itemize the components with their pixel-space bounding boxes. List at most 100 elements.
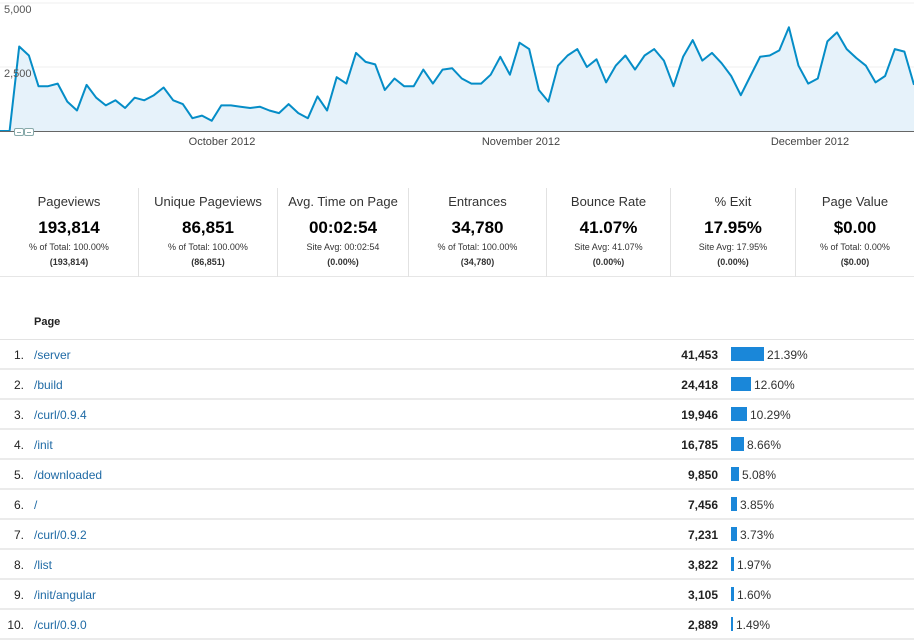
metric-subtext-total: (193,814) xyxy=(49,257,89,267)
annotation-icon[interactable] xyxy=(14,128,24,136)
page-link[interactable]: /init/angular xyxy=(34,588,97,602)
percent-value: 1.60% xyxy=(737,588,772,602)
chart-plot[interactable] xyxy=(0,0,914,155)
table-row: 1. /server 41,453 21.39% xyxy=(0,340,914,370)
metric-subtext: % of Total: 100.00% xyxy=(437,242,518,252)
annotation-icon[interactable] xyxy=(24,128,34,136)
percent-bar xyxy=(731,407,747,421)
percent-bar xyxy=(731,377,751,391)
metric-subtext: Site Avg: 17.95% xyxy=(698,242,768,252)
metric-value: 41.07% xyxy=(579,218,638,237)
pageviews-value: 3,105 xyxy=(687,588,718,602)
table-body: 1. /server 41,453 21.39% 2. /build 24,418 12.60… xyxy=(0,340,914,640)
page-link[interactable]: /init xyxy=(34,438,53,452)
y-axis-label-mid: 2,500 xyxy=(4,68,32,80)
y-axis-label-top: 5,000 xyxy=(4,4,32,16)
table-row: 6. / 7,456 3.85% xyxy=(0,490,914,520)
page-link[interactable]: /curl/0.9.4 xyxy=(34,408,87,422)
percent-value: 1.49% xyxy=(736,618,771,632)
table-row: 10. /curl/0.9.0 2,889 1.49% xyxy=(0,610,914,640)
metric-subtext-total: ($0.00) xyxy=(840,257,870,267)
metric-title: Page Value xyxy=(821,194,889,209)
row-index: 1. xyxy=(13,348,24,362)
row-index: 5. xyxy=(13,468,24,482)
metric-bounce-rate[interactable]: Bounce Rate 41.07% Site Avg: 41.07% (0.0… xyxy=(546,188,670,277)
metric-pageviews[interactable]: Pageviews 193,814 % of Total: 100.00% (1… xyxy=(0,188,138,277)
percent-bar xyxy=(731,617,733,631)
metric-subtext-total: (34,780) xyxy=(460,257,495,267)
percent-value: 8.66% xyxy=(747,438,782,452)
percent-bar xyxy=(731,347,764,361)
page-link[interactable]: /list xyxy=(34,558,52,572)
percent-value: 5.08% xyxy=(742,468,777,482)
x-axis-label-october: October 2012 xyxy=(188,136,256,148)
page-link[interactable]: /server xyxy=(34,348,71,362)
percent-bar xyxy=(731,497,737,511)
column-header-page[interactable]: Page xyxy=(34,316,61,328)
metric-value: 00:02:54 xyxy=(308,218,378,237)
metric-title: % Exit xyxy=(714,194,752,209)
metric-exit-percent[interactable]: % Exit 17.95% Site Avg: 17.95% (0.00%) xyxy=(670,188,795,277)
metric-value: 34,780 xyxy=(451,218,504,237)
table-row: 8. /list 3,822 1.97% xyxy=(0,550,914,580)
metric-title: Entrances xyxy=(448,194,507,209)
metric-value: 86,851 xyxy=(182,218,234,237)
metric-value: 193,814 xyxy=(38,218,100,237)
row-index: 4. xyxy=(13,438,24,452)
x-axis-label-november: November 2012 xyxy=(481,136,561,148)
pageviews-value: 24,418 xyxy=(681,378,718,392)
pages-table: Page 1. /server 41,453 21.39% 2. /build 24,418… xyxy=(0,310,914,640)
metric-value: $0.00 xyxy=(833,218,877,237)
row-index: 2. xyxy=(13,378,24,392)
page-link[interactable]: /curl/0.9.0 xyxy=(34,618,87,632)
metric-title: Unique Pageviews xyxy=(154,194,262,209)
metric-subtext: Site Avg: 00:02:54 xyxy=(306,242,380,252)
pageviews-value: 9,850 xyxy=(687,468,718,482)
percent-value: 21.39% xyxy=(767,348,808,362)
page-link[interactable]: /build xyxy=(34,378,63,392)
percent-bar xyxy=(731,587,734,601)
table-header: Page xyxy=(0,310,914,340)
metric-title: Pageviews xyxy=(37,194,101,209)
page-link[interactable]: /downloaded xyxy=(34,468,103,482)
row-index: 9. xyxy=(13,588,24,602)
metric-subtext: % of Total: 0.00% xyxy=(820,242,890,252)
metric-entrances[interactable]: Entrances 34,780 % of Total: 100.00% (34… xyxy=(408,188,546,277)
row-index: 3. xyxy=(13,408,24,422)
table-row: 5. /downloaded 9,850 5.08% xyxy=(0,460,914,490)
pageviews-value: 7,231 xyxy=(687,528,718,542)
metric-unique-pageviews[interactable]: Unique Pageviews 86,851 % of Total: 100.… xyxy=(138,188,277,277)
pageviews-value: 2,889 xyxy=(687,618,718,632)
x-axis-label-december: December 2012 xyxy=(770,136,850,148)
pageviews-value: 41,453 xyxy=(681,348,718,362)
percent-bar xyxy=(731,557,734,571)
pageviews-value: 19,946 xyxy=(681,408,718,422)
metrics-summary: Pageviews 193,814 % of Total: 100.00% (1… xyxy=(0,188,914,277)
pageviews-line-chart[interactable]: 5,000 2,500 October 2012 November 2012 D… xyxy=(0,0,914,155)
percent-value: 10.29% xyxy=(750,408,791,422)
page-link[interactable]: / xyxy=(34,498,38,512)
table-row: 4. /init 16,785 8.66% xyxy=(0,430,914,460)
metric-subtext: % of Total: 100.00% xyxy=(29,242,109,252)
percent-bar xyxy=(731,527,737,541)
metric-avg-time-on-page[interactable]: Avg. Time on Page 00:02:54 Site Avg: 00:… xyxy=(277,188,408,277)
metric-subtext-total: (0.00%) xyxy=(592,257,625,267)
pageviews-value: 3,822 xyxy=(687,558,718,572)
metric-subtext: Site Avg: 41.07% xyxy=(574,242,643,252)
row-index: 10. xyxy=(7,618,24,632)
pageviews-value: 16,785 xyxy=(681,438,718,452)
table-row: 2. /build 24,418 12.60% xyxy=(0,370,914,400)
percent-bar xyxy=(731,467,739,481)
table-row: 7. /curl/0.9.2 7,231 3.73% xyxy=(0,520,914,550)
metric-subtext: % of Total: 100.00% xyxy=(168,242,248,252)
page-link[interactable]: /curl/0.9.2 xyxy=(34,528,87,542)
table-row: 9. /init/angular 3,105 1.60% xyxy=(0,580,914,610)
percent-bar xyxy=(731,437,744,451)
percent-value: 1.97% xyxy=(737,558,772,572)
metric-title: Avg. Time on Page xyxy=(288,194,398,209)
row-index: 7. xyxy=(13,528,24,542)
pageviews-value: 7,456 xyxy=(687,498,718,512)
metric-page-value[interactable]: Page Value $0.00 % of Total: 0.00% ($0.0… xyxy=(795,188,914,277)
metric-subtext-total: (0.00%) xyxy=(327,257,359,267)
percent-value: 3.73% xyxy=(740,528,775,542)
